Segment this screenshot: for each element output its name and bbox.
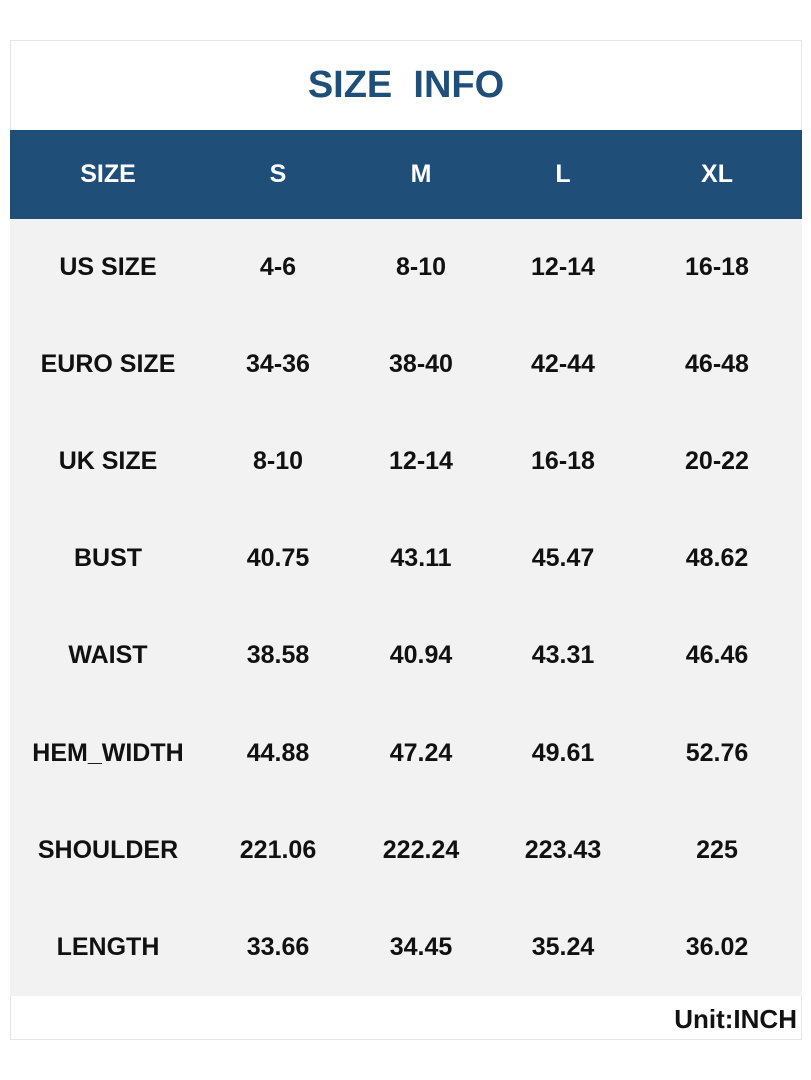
row-label: WAIST	[68, 641, 148, 670]
column-header: SIZE	[80, 160, 136, 188]
row-label: HEM_WIDTH	[32, 738, 184, 767]
cell-value: 4-6	[259, 253, 297, 281]
cell-value: 222.24	[382, 835, 460, 864]
cell-value: 225	[696, 835, 738, 864]
cell-value: 52.76	[685, 738, 749, 767]
cell-value: 20-22	[685, 447, 749, 476]
cell-value: 33.66	[246, 932, 310, 961]
cell-value: 46-48	[685, 350, 749, 379]
column-header: M	[410, 160, 432, 188]
cell-value: 44.88	[246, 738, 310, 767]
cell-value: 40.94	[389, 641, 453, 670]
title: SIZE INFO	[307, 64, 505, 106]
row-label: EURO SIZE	[40, 350, 176, 379]
cell-value: 8-10	[395, 253, 447, 281]
row-label: BUST	[73, 544, 143, 573]
row-label: LENGTH	[56, 932, 160, 961]
cell-value: 34.45	[389, 932, 453, 961]
cell-value: 40.75	[246, 544, 310, 573]
row-label: US SIZE	[59, 253, 157, 281]
cell-value: 221.06	[239, 835, 317, 864]
cell-value: 38.58	[246, 641, 310, 670]
header-band	[10, 130, 802, 219]
column-header: S	[269, 160, 287, 188]
row-label: UK SIZE	[58, 447, 158, 476]
cell-value: 16-18	[685, 253, 749, 281]
cell-value: 16-18	[531, 447, 595, 476]
cell-value: 223.43	[524, 835, 602, 864]
cell-value: 34-36	[246, 350, 310, 379]
cell-value: 35.24	[531, 932, 595, 961]
cell-value: 48.62	[685, 544, 749, 573]
column-header: XL	[701, 160, 733, 188]
cell-value: 12-14	[389, 447, 453, 476]
cell-value: 38-40	[389, 350, 453, 379]
column-header: L	[555, 160, 571, 188]
cell-value: 47.24	[389, 738, 453, 767]
table-body	[10, 219, 802, 996]
cell-value: 43.31	[531, 641, 595, 670]
cell-value: 49.61	[531, 738, 595, 767]
cell-value: 36.02	[685, 932, 749, 961]
cell-value: 43.11	[390, 544, 452, 573]
cell-value: 42-44	[531, 350, 595, 379]
cell-value: 46.46	[685, 641, 749, 670]
cell-value: 12-14	[531, 253, 595, 281]
row-label: SHOULDER	[37, 835, 179, 864]
cell-value: 8-10	[252, 447, 304, 476]
cell-value: 45.47	[531, 544, 595, 573]
unit-note: Unit:INCH	[674, 1004, 797, 1034]
